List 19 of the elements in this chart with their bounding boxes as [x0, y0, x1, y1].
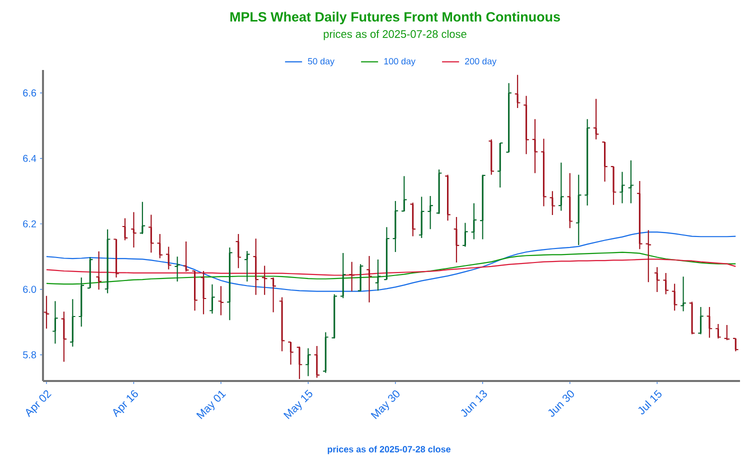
legend-label: 100 day — [384, 58, 416, 66]
legend-label: 50 day — [308, 58, 334, 66]
x-tick-label: Jun 30 — [548, 390, 574, 417]
y-tick-label: 6.2 — [23, 220, 36, 228]
text: prices as of 2025-07-28 close — [328, 446, 450, 454]
x-tick-label: May 15 — [283, 390, 312, 420]
chart-title: MPLS Wheat Daily Futures Front Month Continuous — [230, 12, 560, 24]
chart-subtitle: prices as of 2025-07-28 close — [324, 30, 466, 40]
y-tick-label: 6.4 — [23, 154, 36, 162]
x-tick-label: May 30 — [370, 390, 400, 420]
x-tick-label: Apr 16 — [113, 390, 138, 418]
y-tick-label: 6.0 — [23, 286, 36, 293]
x-tick-label: May 01 — [196, 390, 226, 420]
y-tick-label: 5.8 — [23, 351, 36, 358]
x-tick-label: Jun 13 — [461, 390, 487, 417]
legend-label: 200 day — [465, 58, 496, 66]
y-tick-label: 6.6 — [23, 89, 36, 96]
x-tick-label: Apr 02 — [26, 390, 52, 418]
x-tick-label: Jul 15 — [638, 390, 662, 414]
